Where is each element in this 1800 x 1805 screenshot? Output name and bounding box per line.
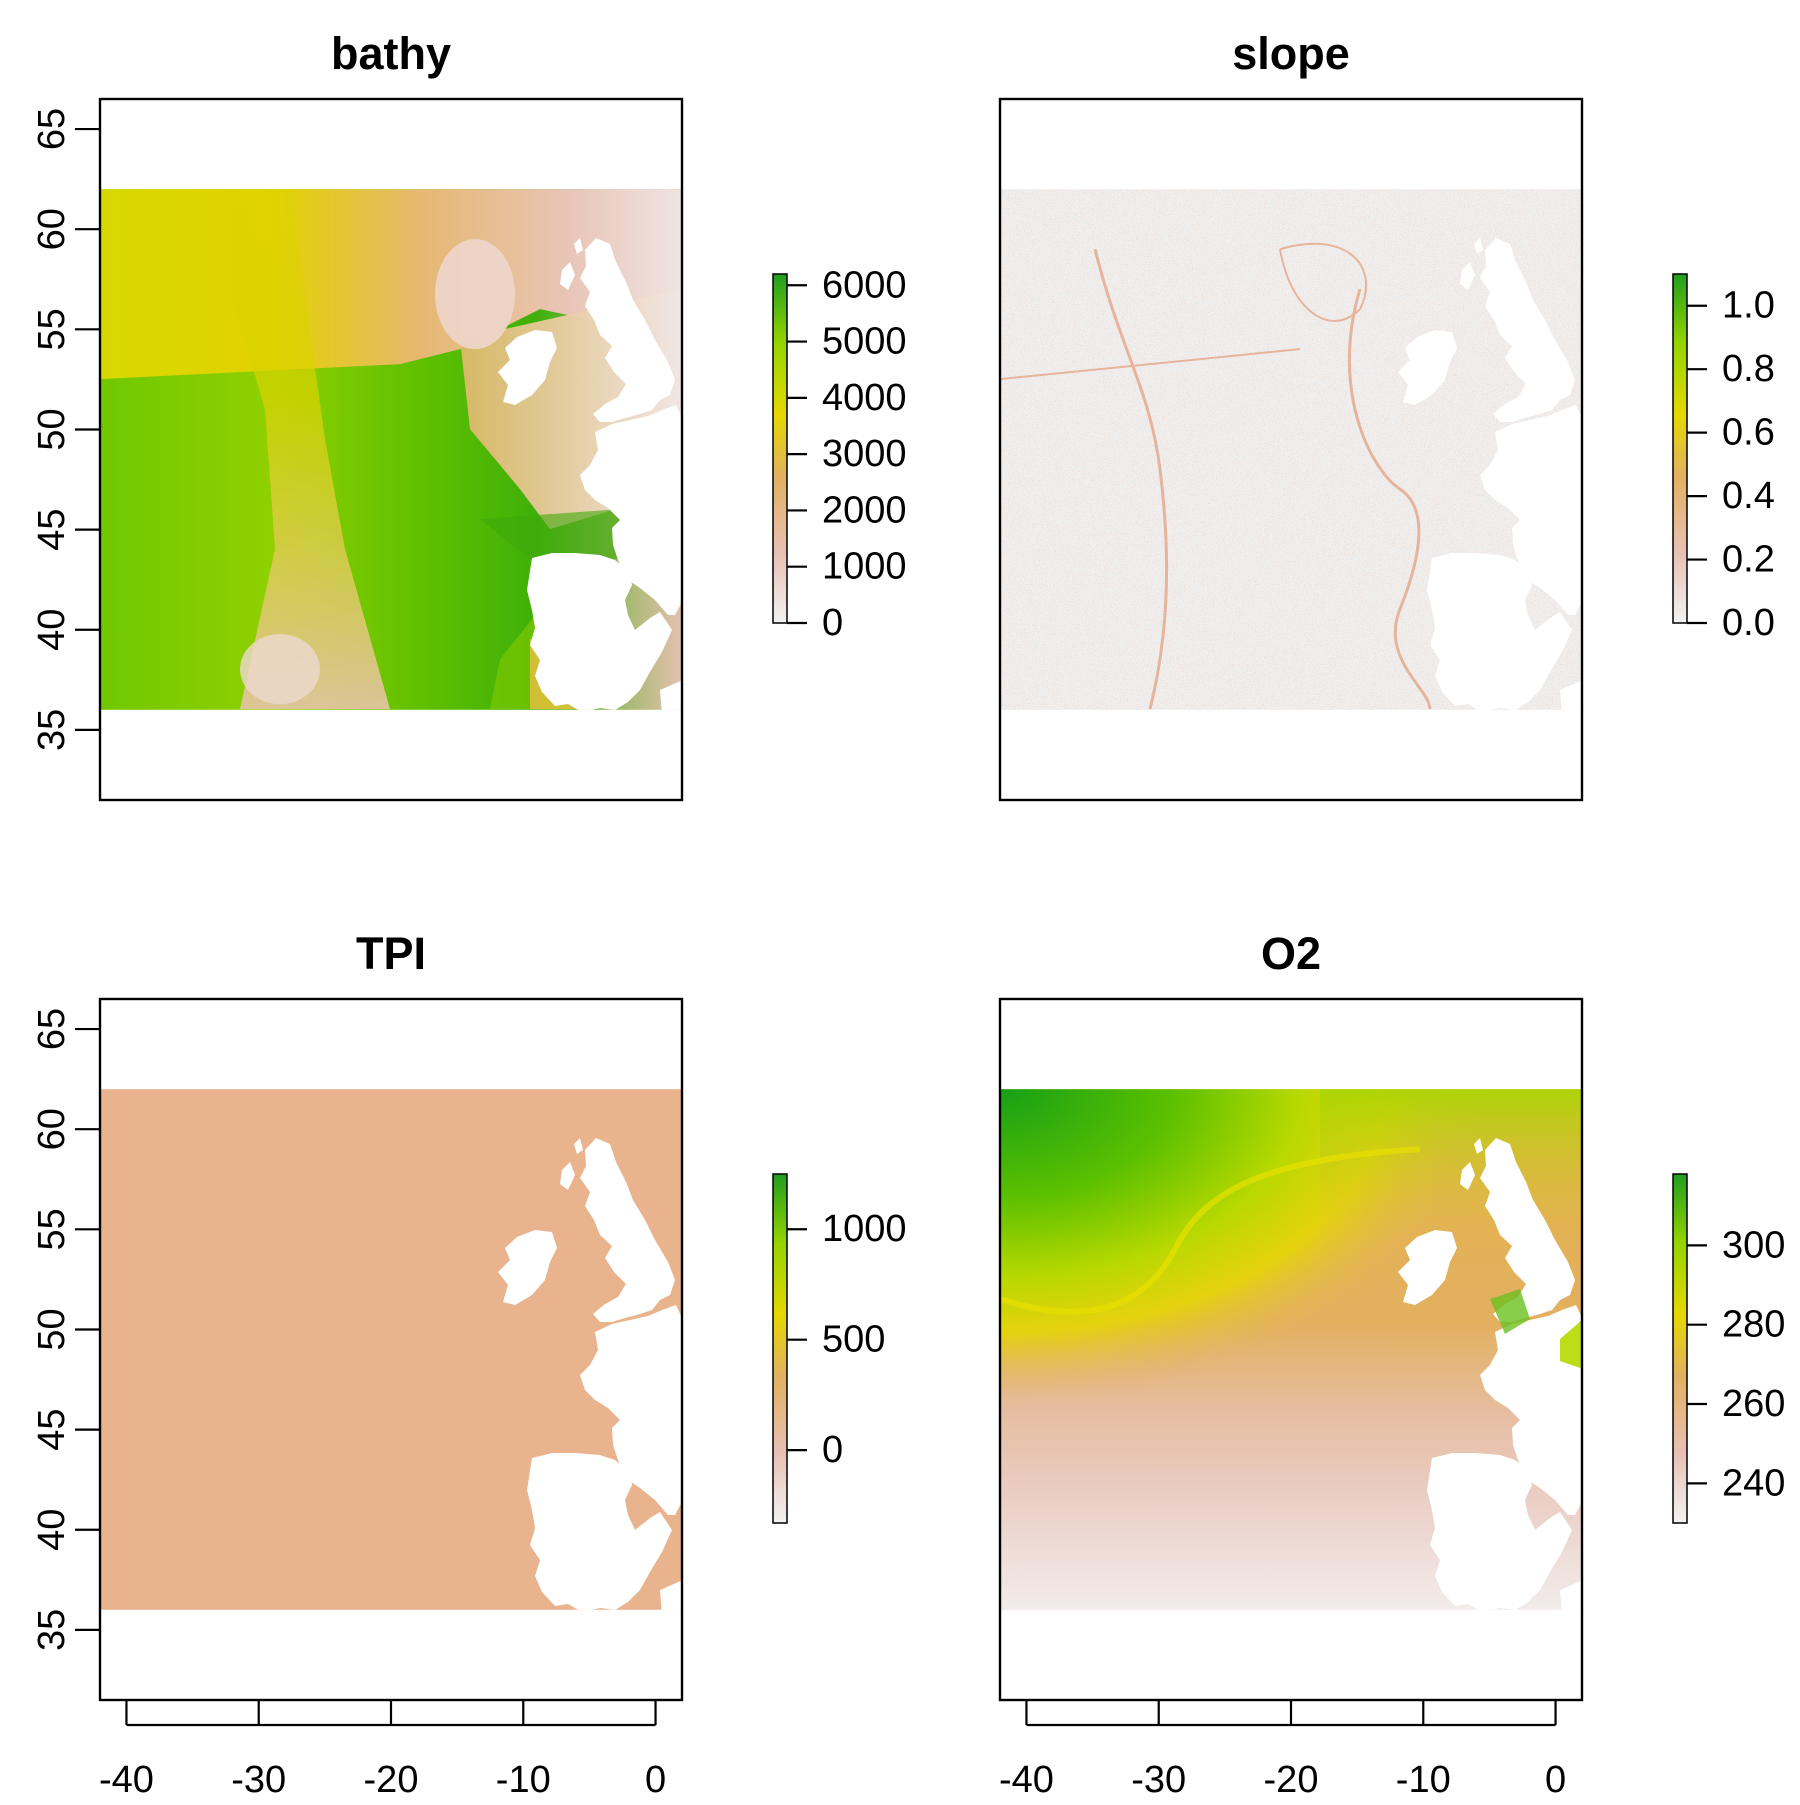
- x-tick-label: -20: [1264, 1759, 1319, 1800]
- tpi-title: TPI: [356, 928, 426, 979]
- y-tick-label: 55: [31, 1208, 73, 1250]
- x-tick-label: -30: [1131, 1759, 1186, 1800]
- tpi-raster: [100, 1089, 682, 1610]
- o2-title: O2: [1261, 928, 1321, 979]
- colorbar-ramp: [772, 1173, 788, 1524]
- colorbar-tick-label: 240: [1722, 1462, 1785, 1504]
- y-tick-label: 50: [31, 408, 73, 450]
- x-tick-label: 0: [645, 1759, 666, 1800]
- colorbar-tick-label: 4000: [822, 377, 907, 419]
- x-tick-label: -20: [364, 1759, 419, 1800]
- bathy-colorbar: 0 1000 2000 3000 4000 5000 6000: [772, 264, 907, 644]
- x-tick-label: -40: [999, 1759, 1054, 1800]
- o2-raster: [1000, 1089, 1582, 1610]
- colorbar-tick-label: 5000: [822, 321, 907, 363]
- slope-colorbar: 0.0 0.2 0.4 0.6 0.8 1.0: [1672, 273, 1775, 644]
- colorbar-tick-label: 500: [822, 1319, 885, 1361]
- colorbar-ramp: [1672, 1173, 1688, 1524]
- colorbar-tick-label: 3000: [822, 433, 907, 475]
- y-tick-label: 40: [31, 609, 73, 651]
- slope-plot-frame: [998, 97, 1584, 802]
- o2-x-axis: -40 -30 -20 -10 0: [999, 1700, 1566, 1801]
- colorbar-tick-label: 0.8: [1722, 348, 1775, 390]
- x-tick-label: -10: [496, 1759, 551, 1800]
- y-tick-label: 45: [31, 508, 73, 550]
- colorbar-tick-label: 1000: [822, 546, 907, 588]
- y-tick-label: 45: [31, 1408, 73, 1450]
- y-tick-label: 65: [31, 1008, 73, 1050]
- x-tick-label: 0: [1545, 1759, 1566, 1800]
- colorbar-tick-label: 0: [822, 1429, 843, 1471]
- y-tick-label: 50: [31, 1308, 73, 1350]
- y-tick-label: 55: [31, 308, 73, 350]
- bathy-raster: [100, 189, 682, 710]
- bathy-plot-frame: [98, 97, 684, 802]
- slope-title: slope: [1232, 28, 1350, 79]
- colorbar-tick-label: 6000: [822, 264, 907, 306]
- y-tick-label: 60: [31, 208, 73, 250]
- colorbar-tick-label: 0.2: [1722, 539, 1775, 581]
- colorbar-tick-label: 260: [1722, 1383, 1785, 1425]
- panel-bathy: bathy 35 40 45 50 55 60 65 0 1000 2000 3000 4000 5000…: [31, 28, 907, 802]
- colorbar-tick-label: 1.0: [1722, 285, 1775, 327]
- panel-slope: slope 0.0 0.2 0.4 0.6 0.8 1.0: [998, 28, 1775, 802]
- colorbar-tick-label: 2000: [822, 489, 907, 531]
- x-tick-label: -10: [1396, 1759, 1451, 1800]
- colorbar-tick-label: 0: [822, 602, 843, 644]
- x-tick-label: -30: [231, 1759, 286, 1800]
- slope-raster: [1000, 189, 1582, 710]
- panel-o2: O2 -40 -30 -20 -10 0 240 260 280 300: [998, 928, 1785, 1801]
- colorbar-ramp: [1672, 273, 1688, 624]
- colorbar-tick-label: 0.6: [1722, 412, 1775, 454]
- x-tick-label: -40: [99, 1759, 154, 1800]
- colorbar-ramp: [772, 273, 788, 624]
- tpi-x-axis: -40 -30 -20 -10 0: [99, 1700, 666, 1801]
- o2-colorbar: 240 260 280 300: [1672, 1173, 1785, 1524]
- bathy-title: bathy: [331, 28, 451, 79]
- colorbar-tick-label: 1000: [822, 1208, 907, 1250]
- y-tick-label: 40: [31, 1509, 73, 1551]
- colorbar-tick-label: 300: [1722, 1224, 1785, 1266]
- y-tick-label: 35: [31, 1609, 73, 1651]
- tpi-colorbar: 0 500 1000: [772, 1173, 907, 1524]
- tpi-y-axis: 35 40 45 50 55 60 65: [31, 1008, 100, 1651]
- panel-tpi: TPI 35 40 45 50 55 60 65 -40 -30 -20 -10 0 0 500 1000: [31, 928, 907, 1801]
- colorbar-tick-label: 0.4: [1722, 475, 1775, 517]
- y-tick-label: 65: [31, 108, 73, 150]
- y-tick-label: 35: [31, 709, 73, 751]
- bathy-y-axis: 35 40 45 50 55 60 65: [31, 108, 100, 751]
- colorbar-tick-label: 280: [1722, 1304, 1785, 1346]
- y-tick-label: 60: [31, 1108, 73, 1150]
- colorbar-tick-label: 0.0: [1722, 602, 1775, 644]
